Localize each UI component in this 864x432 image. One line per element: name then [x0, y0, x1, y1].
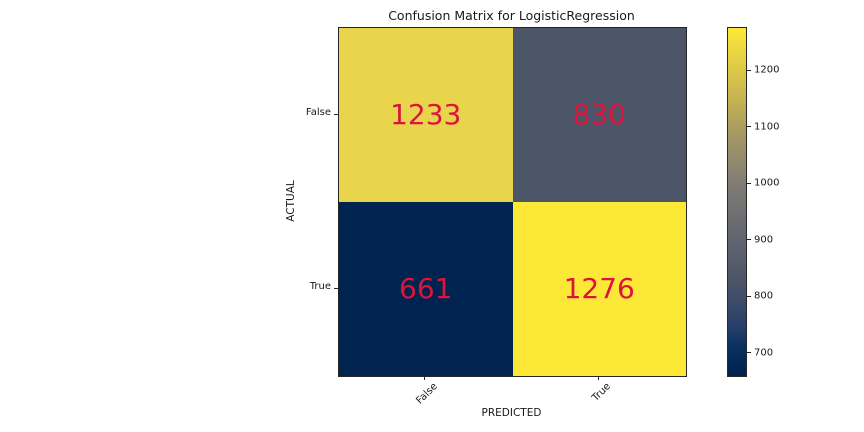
y-tick-label-true: True [309, 281, 331, 292]
cell-value: 1233 [390, 98, 462, 131]
y-tick-mark [334, 287, 338, 289]
y-tick-label-false: False [305, 107, 331, 118]
cell-value: 1276 [563, 272, 635, 305]
x-tick-mark [424, 376, 426, 380]
x-tick-label-false: False [413, 381, 440, 407]
colorbar-tick-label: 700 [754, 347, 774, 359]
colorbar-tick-mark [747, 239, 751, 241]
colorbar-tick-label: 1200 [754, 64, 780, 76]
x-tick-label-true: True [590, 381, 614, 404]
colorbar-tick-mark [747, 182, 751, 184]
colorbar-tick-mark [747, 295, 751, 297]
colorbar-tick-label: 900 [754, 234, 774, 246]
cell-value: 661 [399, 272, 453, 305]
x-tick-mark [597, 376, 599, 380]
y-axis-label: ACTUAL [285, 180, 297, 222]
colorbar-tick-label: 1000 [754, 177, 780, 189]
cell-value: 830 [572, 98, 626, 131]
matrix-cell-false-true: 830 [512, 28, 686, 202]
y-tick-mark [334, 113, 338, 115]
colorbar-tick-label: 1100 [754, 121, 780, 133]
matrix-cell-true-false: 661 [339, 202, 513, 376]
chart-title: Confusion Matrix for LogisticRegression [388, 8, 635, 23]
colorbar [727, 27, 747, 377]
matrix-cell-false-false: 1233 [339, 28, 513, 202]
colorbar-tick-mark [747, 69, 751, 71]
colorbar-gradient [728, 28, 746, 376]
colorbar-tick-label: 800 [754, 290, 774, 302]
colorbar-tick-mark [747, 352, 751, 354]
matrix-cell-true-true: 1276 [512, 202, 686, 376]
heatmap-grid: 1233 830 661 1276 [338, 27, 687, 377]
x-axis-label: PREDICTED [481, 407, 542, 419]
colorbar-tick-mark [747, 126, 751, 128]
